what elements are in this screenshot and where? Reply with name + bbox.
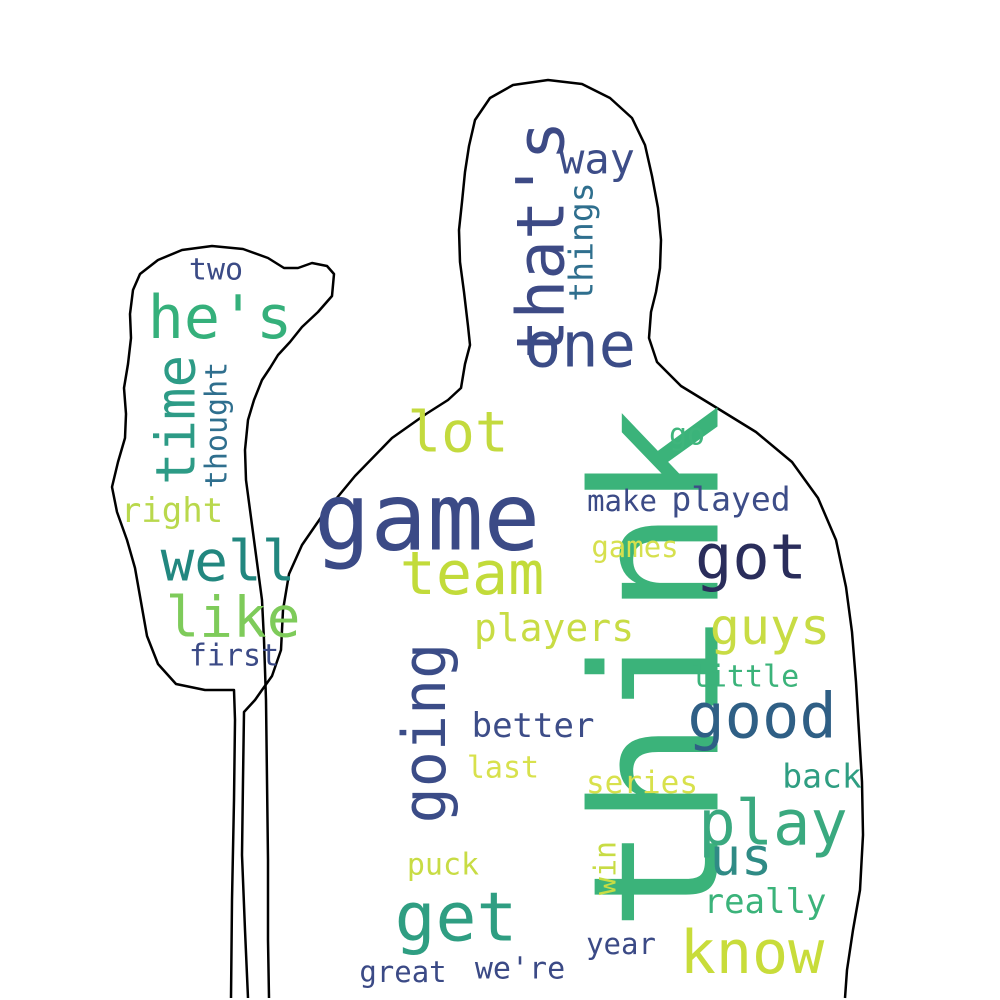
word-make: make: [587, 484, 657, 518]
word-really: really: [704, 882, 827, 922]
word-better: better: [472, 706, 595, 746]
word-series: series: [586, 765, 698, 801]
word-going: going: [390, 643, 460, 824]
word-think: think: [557, 405, 760, 932]
word-team: team: [400, 539, 545, 609]
word-play: play: [698, 787, 847, 860]
word-hes: he's: [148, 283, 293, 353]
word-one: one: [524, 309, 636, 382]
word-great: great: [359, 955, 446, 989]
word-things: things: [562, 182, 601, 301]
word-little: little: [691, 660, 799, 695]
word-like: like: [166, 586, 301, 651]
word-well: well: [161, 530, 296, 595]
word-games: games: [591, 530, 678, 564]
word-back: back: [782, 757, 862, 796]
word-were: we're: [475, 952, 565, 987]
word-win: win: [589, 841, 624, 895]
word-way: way: [559, 135, 635, 184]
body-outline: [240, 78, 865, 999]
word-time: time: [145, 355, 208, 485]
word-lot: lot: [407, 401, 508, 466]
word-guys: guys: [710, 598, 830, 656]
word-got: got: [695, 521, 807, 594]
word-first: first: [189, 639, 279, 674]
word-thats: that's: [503, 121, 580, 359]
word-go: go: [669, 418, 705, 453]
word-players: players: [474, 606, 634, 650]
word-good: good: [687, 680, 836, 753]
word-get: get: [395, 879, 518, 958]
word-puck: puck: [407, 848, 479, 883]
arm-outline: [110, 244, 336, 999]
word-know: know: [680, 918, 825, 988]
word-year: year: [586, 927, 656, 961]
word-two: two: [189, 253, 243, 288]
word-played: played: [671, 480, 790, 519]
word-right: right: [121, 491, 223, 531]
word-us: us: [710, 828, 773, 888]
word-game: game: [314, 464, 540, 573]
word-thought: thought: [200, 362, 235, 488]
word-last: last: [467, 751, 539, 786]
